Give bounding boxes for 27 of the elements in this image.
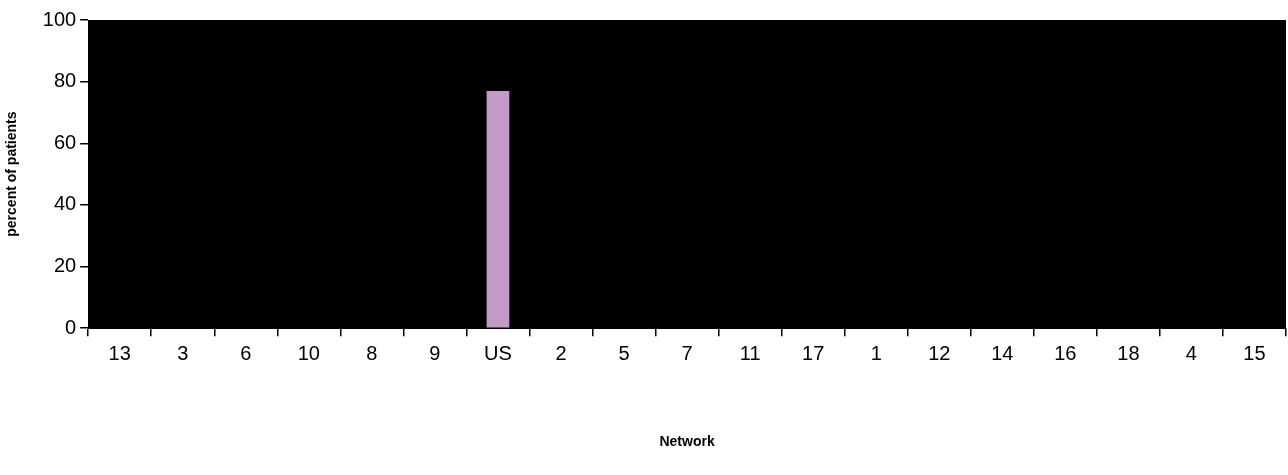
- y-axis-title: percent of patients: [3, 111, 20, 237]
- x-tick-label: 3: [177, 341, 189, 364]
- x-axis-title: Network: [659, 433, 715, 450]
- y-tick-label: 80: [53, 69, 77, 92]
- y-tick-label: 100: [42, 7, 77, 30]
- x-tick-label: 10: [297, 341, 320, 364]
- x-tick-label: 2: [555, 341, 567, 364]
- x-tick-label: 5: [618, 341, 630, 364]
- x-tick-label: 7: [681, 341, 693, 364]
- y-tick-label: 40: [53, 192, 77, 215]
- x-tick-label: 18: [1117, 341, 1140, 364]
- x-tick-label: 4: [1185, 341, 1197, 364]
- x-tick-label: 17: [802, 341, 825, 364]
- y-tick-label: 60: [53, 130, 77, 153]
- y-tick-label: 0: [65, 315, 77, 338]
- x-tick-label: 9: [429, 341, 441, 364]
- x-tick-label: 8: [366, 341, 378, 364]
- x-tick-label: 13: [108, 341, 131, 364]
- x-tick-label: 1: [870, 341, 882, 364]
- x-tick-label: 12: [928, 341, 951, 364]
- y-tick-label: 20: [53, 254, 77, 277]
- x-tick-label: 16: [1054, 341, 1077, 364]
- x-tick-label: 6: [240, 341, 252, 364]
- x-tick-label: 15: [1243, 341, 1266, 364]
- x-tick-label: US: [484, 341, 512, 364]
- x-tick-label: 11: [739, 341, 761, 364]
- x-tick-label: 14: [991, 341, 1014, 364]
